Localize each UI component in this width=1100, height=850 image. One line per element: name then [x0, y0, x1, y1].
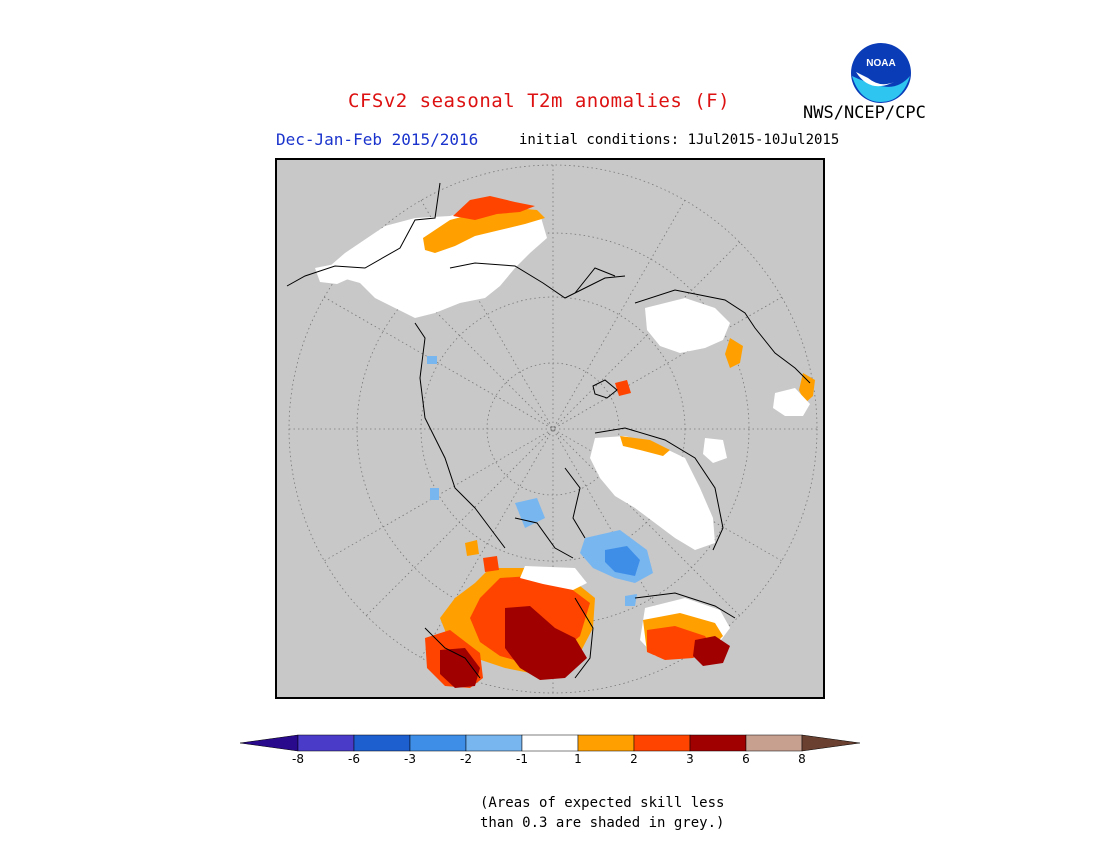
graticule [288, 164, 818, 694]
colorbar-tick-label: -1 [516, 752, 528, 766]
color-scale-ticks: -8 -6 -3 -2 -1 1 2 3 6 8 [240, 752, 860, 766]
colorbar-arrow-right [801, 734, 861, 752]
coastlines [286, 182, 811, 679]
skill-note: (Areas of expected skill less than 0.3 a… [480, 793, 724, 833]
colorbar-segment [577, 734, 635, 752]
colorbar-arrow-left [239, 734, 299, 752]
anomaly-patch-western-europe [640, 598, 730, 666]
colorbar-tick-label: -2 [460, 752, 472, 766]
anomaly-patch-greenland [590, 436, 727, 550]
colorbar-tick-label: -6 [348, 752, 360, 766]
skill-note-line-1: (Areas of expected skill less [480, 795, 725, 811]
polar-map [275, 158, 825, 699]
initial-conditions-label: initial conditions: 1Jul2015-10Jul2015 [519, 132, 840, 148]
colorbar-tick-label: 3 [686, 752, 694, 766]
colorbar-tick-label: 2 [630, 752, 638, 766]
colorbar-segment [353, 734, 411, 752]
anomaly-patch-canada-arctic [515, 498, 653, 606]
colorbar-segment [297, 734, 355, 752]
colorbar-tick-label: -3 [404, 752, 416, 766]
season-label: Dec-Jan-Feb 2015/2016 [276, 130, 479, 149]
colorbar-tick-label: 8 [798, 752, 806, 766]
skill-note-line-2: than 0.3 are shaded in grey.) [480, 815, 725, 831]
colorbar-tick-label: -8 [292, 752, 304, 766]
colorbar-tick-label: 6 [742, 752, 750, 766]
colorbar-segment [409, 734, 467, 752]
anomaly-patch-siberia [315, 196, 547, 318]
colorbar-segment [465, 734, 523, 752]
colorbar-segment [521, 734, 579, 752]
noaa-logo: NOAA [850, 42, 912, 104]
anomaly-patch-north-america [425, 540, 595, 688]
anomaly-patch-blue [430, 488, 439, 500]
colorbar-segment [633, 734, 691, 752]
logo-text: NOAA [866, 58, 895, 69]
map-title: CFSv2 seasonal T2m anomalies (F) [348, 90, 731, 112]
anomaly-patch-blue [427, 356, 437, 364]
colorbar-tick-label: 1 [574, 752, 582, 766]
colorbar-segment [689, 734, 747, 752]
agency-label: NWS/NCEP/CPC [803, 103, 926, 123]
anomaly-patch-europe [615, 298, 815, 416]
colorbar-segment [745, 734, 803, 752]
color-scale-bar [239, 733, 861, 753]
